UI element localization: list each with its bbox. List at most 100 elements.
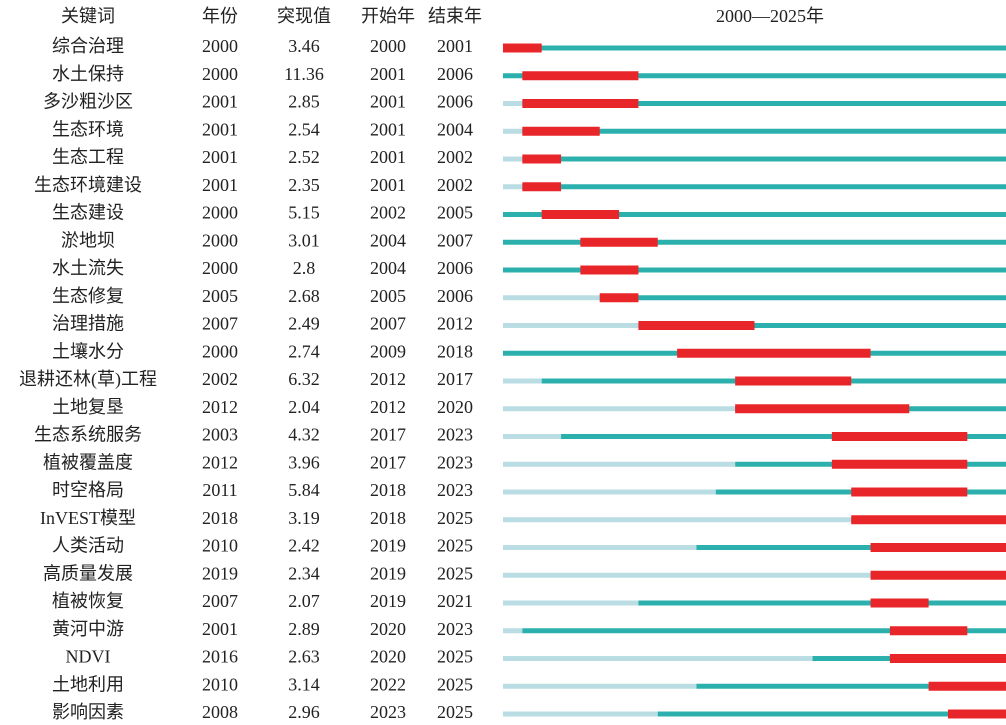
cell: 2010 xyxy=(202,536,238,556)
cell: 2001 xyxy=(370,119,406,139)
cell: 2011 xyxy=(202,480,237,500)
cell: 2023 xyxy=(437,480,473,500)
cell: 2001 xyxy=(437,36,473,56)
inactive-span xyxy=(503,628,523,634)
burst-span xyxy=(947,709,1006,719)
cell: 2008 xyxy=(202,702,238,722)
burst-span xyxy=(522,154,562,164)
cell: 11.36 xyxy=(284,64,324,84)
keyword: 治理措施 xyxy=(52,314,124,334)
active-span xyxy=(657,711,1006,717)
cell: 2005 xyxy=(202,286,238,306)
keyword: 植被覆盖度 xyxy=(43,452,133,472)
burst-span xyxy=(503,43,542,53)
cell: 3.46 xyxy=(288,36,320,56)
cell: 2000 xyxy=(202,203,238,223)
cell: 3.96 xyxy=(288,452,320,472)
cell: 5.15 xyxy=(288,203,320,223)
burst-span xyxy=(541,210,620,219)
cell: 2004 xyxy=(370,230,406,250)
cell: 3.14 xyxy=(288,674,320,694)
active-span xyxy=(522,628,1006,634)
timeline-title: 2000—2025年 xyxy=(716,6,824,26)
cell: 2004 xyxy=(437,119,473,139)
cell: 2020 xyxy=(437,397,473,417)
cell: 2020 xyxy=(370,647,406,667)
inactive-span xyxy=(503,711,658,717)
cell: 2020 xyxy=(370,619,406,639)
keyword: InVEST模型 xyxy=(40,508,136,528)
burst-span xyxy=(735,404,910,414)
cell: 2000 xyxy=(202,258,238,278)
cell: 2003 xyxy=(202,425,238,445)
burst-span xyxy=(831,432,968,441)
active-span xyxy=(522,184,1006,190)
inactive-span xyxy=(503,128,523,134)
cell: 2001 xyxy=(370,64,406,84)
cell: 2002 xyxy=(437,175,473,195)
inactive-span xyxy=(503,378,542,384)
cell: 2006 xyxy=(437,286,473,306)
keyword: 土地利用 xyxy=(52,674,124,694)
burst-span xyxy=(889,626,968,636)
cell: 2007 xyxy=(202,591,238,611)
keyword: 生态工程 xyxy=(52,147,124,167)
burst-span xyxy=(522,126,600,136)
column-header: 突现值 xyxy=(277,6,331,26)
cell: 2023 xyxy=(437,619,473,639)
burst-span xyxy=(580,237,658,247)
cell: 2010 xyxy=(202,674,238,694)
cell: 2019 xyxy=(370,591,406,611)
inactive-span xyxy=(503,517,852,523)
cell: 2000 xyxy=(202,64,238,84)
column-header: 结束年 xyxy=(428,6,482,26)
cell: 2006 xyxy=(437,92,473,112)
keyword: 退耕还林(草)工程 xyxy=(19,369,157,390)
cell: 2025 xyxy=(437,674,473,694)
inactive-span xyxy=(503,184,523,190)
inactive-span xyxy=(503,434,562,439)
cell: 2019 xyxy=(370,536,406,556)
cell: 2001 xyxy=(370,147,406,167)
keyword: 土地复垦 xyxy=(52,397,124,417)
active-span xyxy=(503,267,1006,273)
cell: 3.19 xyxy=(288,508,320,528)
keyword: 多沙粗沙区 xyxy=(43,92,133,112)
burst-span xyxy=(928,681,1006,691)
keyword: 植被恢复 xyxy=(52,591,124,611)
cell: 2025 xyxy=(437,702,473,722)
cell: 2001 xyxy=(202,175,238,195)
keyword: 生态建设 xyxy=(52,203,124,223)
column-header: 开始年 xyxy=(361,6,415,26)
cell: 2018 xyxy=(370,480,406,500)
active-span xyxy=(503,212,1006,217)
cell: 2006 xyxy=(437,258,473,278)
burst-span xyxy=(580,265,639,275)
cell: 2018 xyxy=(370,508,406,528)
active-span xyxy=(503,45,1006,51)
active-span xyxy=(503,239,1006,245)
cell: 2.89 xyxy=(288,619,320,639)
cell: 2023 xyxy=(370,702,406,722)
keyword: 水土保持 xyxy=(52,64,124,84)
keyword: 生态修复 xyxy=(52,286,124,306)
keyword: 影响因素 xyxy=(52,702,124,722)
cell: 2.07 xyxy=(288,591,320,611)
cell: 2012 xyxy=(370,369,406,389)
cell: 2012 xyxy=(370,397,406,417)
cell: 2.68 xyxy=(288,286,320,306)
cell: 2.42 xyxy=(288,536,320,556)
active-span xyxy=(503,73,1006,79)
cell: 2002 xyxy=(437,147,473,167)
keyword: 高质量发展 xyxy=(43,563,133,583)
keyword: 生态系统服务 xyxy=(34,425,142,445)
cell: 2001 xyxy=(370,92,406,112)
cell: 2009 xyxy=(370,341,406,361)
burst-span xyxy=(870,598,929,608)
inactive-span xyxy=(503,545,697,550)
keyword: 黄河中游 xyxy=(52,619,124,639)
cell: 2017 xyxy=(370,452,406,472)
keyword: 土壤水分 xyxy=(52,341,124,361)
inactive-span xyxy=(503,461,736,467)
